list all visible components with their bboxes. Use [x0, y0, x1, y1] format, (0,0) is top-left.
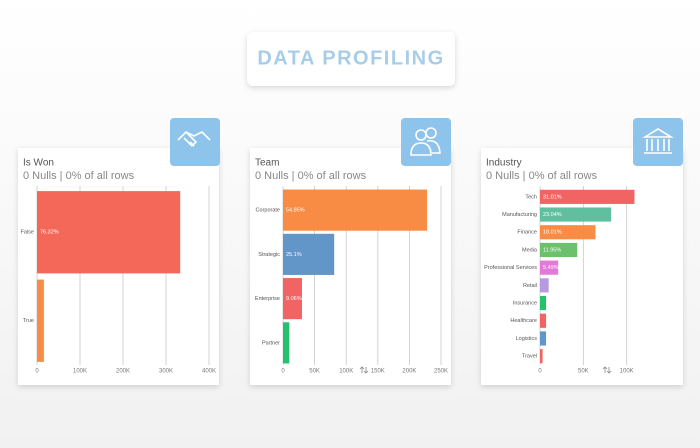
category-label: Finance	[517, 230, 537, 236]
x-tick-label: 0	[35, 369, 39, 375]
x-tick-label: 0	[538, 369, 542, 375]
x-tick-label: 100K	[73, 369, 87, 375]
x-tick-label: 150K	[371, 369, 385, 375]
bar	[283, 322, 290, 364]
people-icon	[401, 118, 451, 166]
x-tick-label: 50K	[309, 369, 320, 375]
bar	[37, 191, 181, 274]
category-label: Logistics	[516, 336, 538, 342]
bar	[540, 295, 547, 311]
x-tick-label: 200K	[402, 369, 416, 375]
category-label: Enterprise	[255, 296, 280, 302]
share-label: 23.04%	[543, 212, 562, 218]
x-tick-label: 50K	[578, 369, 589, 375]
share-label: 11.95%	[543, 247, 561, 253]
header-box	[247, 32, 455, 86]
category-label: Retail	[523, 283, 537, 289]
category-label: Strategic	[258, 252, 280, 258]
bar	[540, 189, 635, 204]
category-label: Healthcare	[510, 318, 537, 324]
bar	[540, 242, 578, 258]
card	[250, 148, 451, 385]
x-tick-label: 400K	[202, 369, 216, 375]
bar	[540, 349, 543, 364]
chart-subtitle: 0 Nulls | 0% of all rows	[255, 170, 367, 182]
bar	[540, 313, 547, 328]
x-tick-label: 0	[281, 369, 285, 375]
category-label: Travel	[522, 354, 537, 360]
bar	[540, 207, 612, 222]
x-tick-label: 200K	[116, 369, 130, 375]
category-label: True	[23, 318, 34, 324]
bar	[283, 278, 302, 320]
card	[481, 148, 683, 385]
x-tick-label: 300K	[159, 369, 173, 375]
share-label: 18.01%	[543, 230, 562, 236]
chart-subtitle: 0 Nulls | 0% of all rows	[23, 170, 135, 182]
category-label: Manufacturing	[502, 212, 537, 218]
bar	[540, 331, 547, 346]
bar	[540, 278, 549, 293]
bank-icon	[633, 118, 683, 166]
share-label: 9.06%	[286, 296, 302, 302]
category-label: Media	[522, 247, 538, 253]
sort-icon	[359, 366, 612, 374]
share-label: 54.85%	[286, 208, 305, 214]
header-title: DATA PROFILING	[257, 47, 444, 69]
chart-title: Is Won	[23, 158, 54, 169]
x-tick-label: 250K	[434, 369, 448, 375]
bar	[37, 279, 44, 362]
bar	[540, 225, 596, 240]
chart-subtitle: 0 Nulls | 0% of all rows	[486, 170, 598, 182]
bar	[283, 233, 335, 275]
bar	[283, 189, 428, 231]
category-label: Tech	[525, 194, 537, 200]
handshake-icon	[170, 118, 220, 166]
share-label: 31.01%	[543, 194, 562, 200]
x-tick-label: 100K	[339, 369, 353, 375]
chart-title: Team	[255, 158, 279, 169]
bar	[540, 260, 559, 275]
share-label: 25.1%	[286, 252, 302, 258]
category-label: False	[21, 230, 34, 236]
category-label: Professional Services	[484, 265, 537, 271]
chart-title: Industry	[486, 158, 522, 169]
category-label: Corporate	[256, 208, 280, 214]
share-label: 5.49%	[543, 265, 559, 271]
x-tick-label: 100K	[620, 369, 634, 375]
category-label: Insurance	[513, 301, 537, 307]
share-label: 76.32%	[40, 230, 59, 236]
category-label: Partner	[262, 340, 280, 346]
